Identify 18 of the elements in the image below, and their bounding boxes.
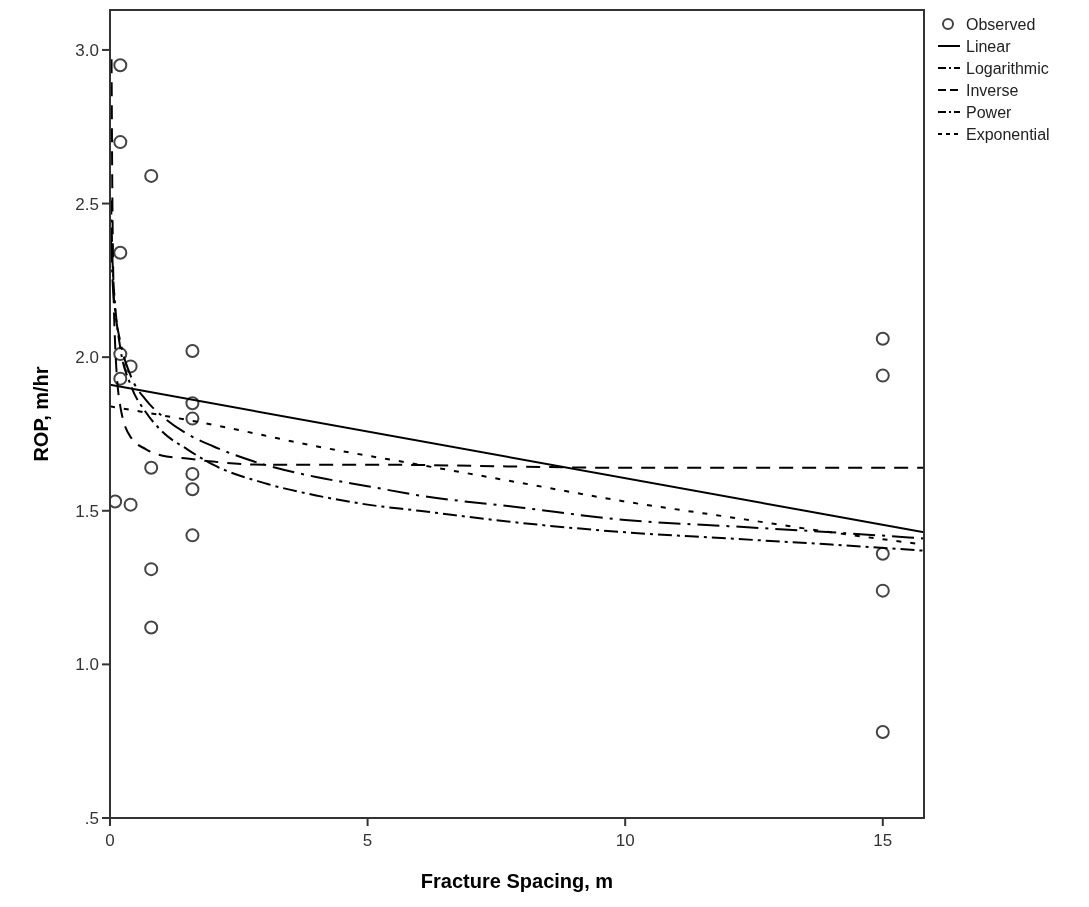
y-tick-label: 1.0 xyxy=(75,655,99,675)
legend-label: Inverse xyxy=(966,81,1019,99)
legend-label: Exponential xyxy=(966,125,1050,143)
legend-label: Observed xyxy=(966,15,1036,33)
x-axis-title: Fracture Spacing, m xyxy=(420,870,614,892)
x-tick-label: 10 xyxy=(615,831,635,850)
legend-label: Linear xyxy=(966,37,1012,55)
x-tick-label: 0 xyxy=(105,831,115,850)
x-tick-label: 5 xyxy=(362,831,373,850)
y-axis-title: ROP, m/hr xyxy=(30,366,52,462)
y-tick-label: 3.0 xyxy=(75,40,99,60)
x-tick-label: 15 xyxy=(873,831,893,850)
legend-label: Logarithmic xyxy=(966,59,1049,77)
y-tick-label: 1.5 xyxy=(75,501,99,521)
y-tick-label: 2.0 xyxy=(75,348,99,368)
y-tick-label: 2.5 xyxy=(75,194,99,214)
legend-label: Power xyxy=(966,103,1013,121)
y-tick-label: .5 xyxy=(84,808,99,828)
